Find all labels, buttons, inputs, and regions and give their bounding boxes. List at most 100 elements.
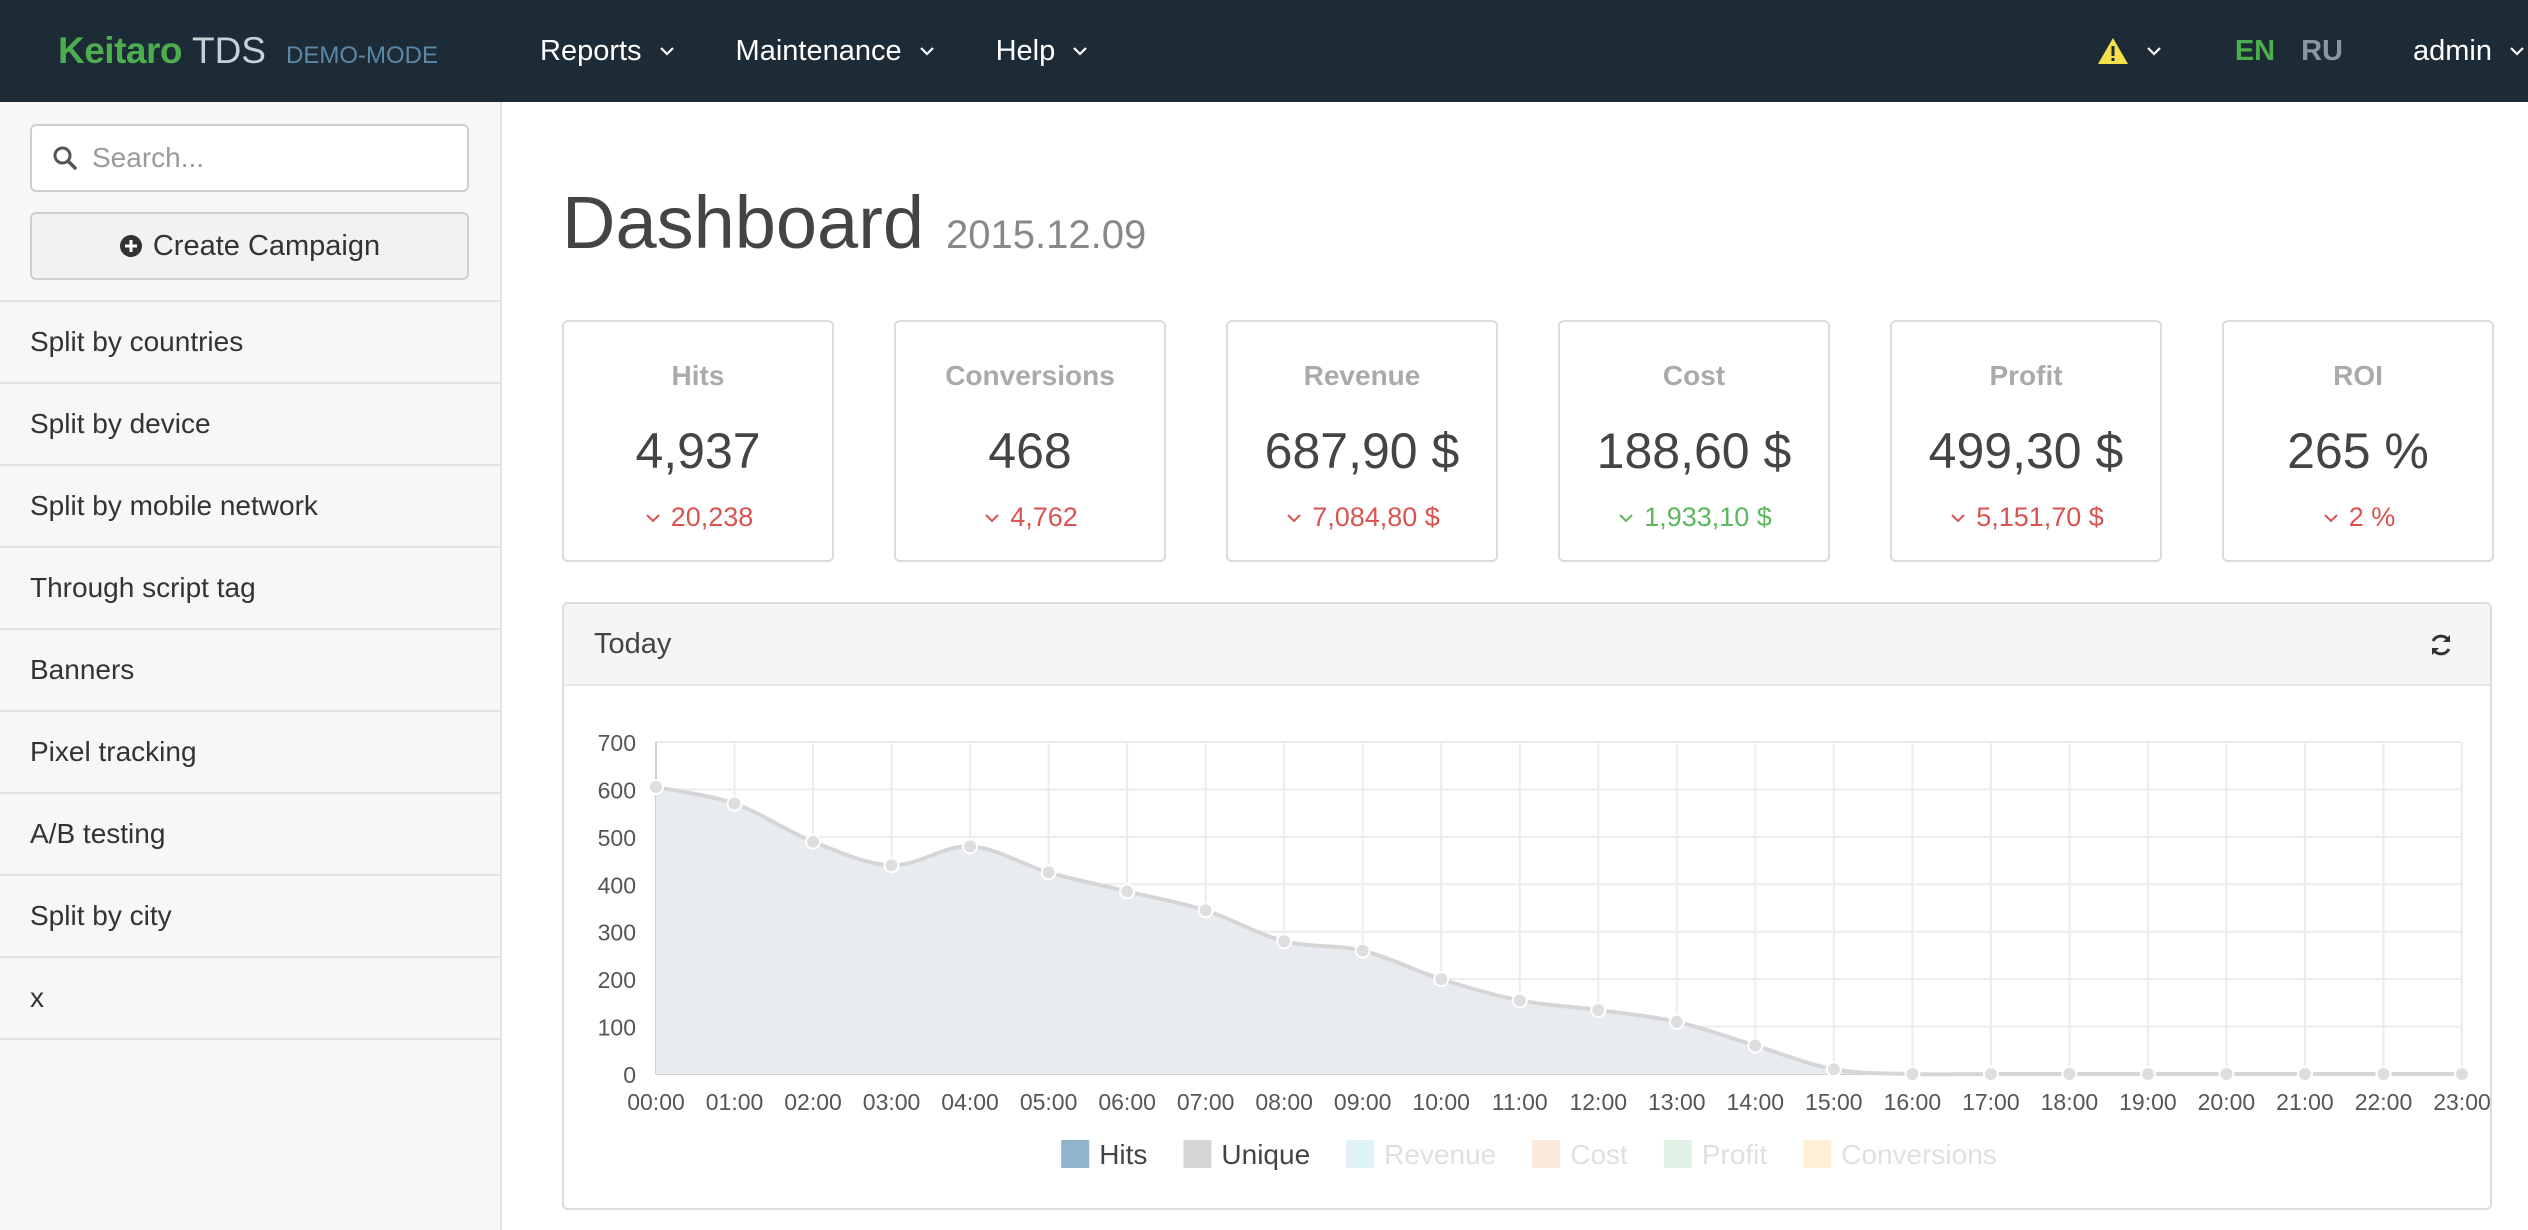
stat-delta-value: 1,933,10 $ xyxy=(1644,502,1772,532)
x-tick-label: 07:00 xyxy=(1177,1089,1235,1115)
data-point xyxy=(883,857,900,874)
warning-icon xyxy=(2097,38,2128,64)
menu-help[interactable]: Help xyxy=(996,35,1092,68)
chevron-down-icon xyxy=(1073,47,1088,56)
panel-title: Today xyxy=(594,627,672,660)
x-tick-label: 14:00 xyxy=(1727,1089,1785,1115)
x-tick-label: 01:00 xyxy=(706,1089,764,1115)
today-chart-panel: Today 0 100 200 300 400 500 600 700 00:00 01:00 02… xyxy=(562,602,2492,1210)
x-tick-label: 13:00 xyxy=(1648,1089,1706,1115)
search-box xyxy=(30,124,469,192)
panel-header: Today xyxy=(564,604,2490,686)
search-input[interactable] xyxy=(92,142,452,174)
warning-dropdown[interactable] xyxy=(2097,37,2165,65)
stat-delta-value: 5,151,70 $ xyxy=(1976,502,2104,532)
chart-area: 0 100 200 300 400 500 600 700 00:00 01:00 02:00 03:… xyxy=(564,688,2491,1208)
refresh-icon[interactable] xyxy=(2428,632,2454,658)
x-tick-label: 11:00 xyxy=(1492,1089,1548,1115)
y-tick-label: 200 xyxy=(598,967,636,993)
x-tick-label: 23:00 xyxy=(2433,1089,2491,1115)
stat-card-cost: Cost 188,60 $ 1,933,10 $ xyxy=(1558,320,1830,562)
y-tick-label: 400 xyxy=(598,872,636,898)
legend-swatch xyxy=(1061,1140,1090,1168)
x-tick-label: 03:00 xyxy=(863,1089,921,1115)
data-point xyxy=(1590,1001,1607,1018)
campaign-list: Split by countries Split by device Split… xyxy=(0,300,500,1040)
create-campaign-button[interactable]: Create Campaign xyxy=(30,212,469,280)
stat-value: 687,90 $ xyxy=(1264,423,1460,479)
stat-delta-value: 4,762 xyxy=(1010,502,1078,532)
y-tick-label: 500 xyxy=(598,825,636,851)
stats-cards: Hits 4,937 20,238 Conversions 468 4,762 … xyxy=(562,320,2494,562)
chevron-down-icon xyxy=(1619,513,1633,522)
data-point xyxy=(1982,1066,1999,1082)
x-tick-label: 12:00 xyxy=(1569,1089,1627,1115)
x-tick-label: 18:00 xyxy=(2041,1089,2099,1115)
y-tick-label: 0 xyxy=(623,1062,636,1088)
stat-value: 468 xyxy=(988,423,1072,479)
stat-delta: 1,933,10 $ xyxy=(1616,502,1772,533)
stat-delta: 4,762 xyxy=(982,502,1078,533)
chevron-down-icon xyxy=(919,47,934,56)
data-point xyxy=(1904,1066,1921,1082)
brand-logo[interactable]: Keitaro TDS DEMO-MODE xyxy=(58,30,438,72)
stat-value: 499,30 $ xyxy=(1928,423,2124,479)
page-header: Dashboard 2015.12.09 xyxy=(562,180,1146,265)
campaign-item[interactable]: Through script tag xyxy=(0,548,500,630)
menu-reports[interactable]: Reports xyxy=(540,35,678,68)
menu-reports-label: Reports xyxy=(540,34,642,67)
x-tick-label: 06:00 xyxy=(1098,1089,1156,1115)
x-tick-label: 17:00 xyxy=(1962,1089,2020,1115)
x-tick-label: 05:00 xyxy=(1020,1089,1078,1115)
series-area xyxy=(656,787,2462,1075)
legend-label: Revenue xyxy=(1384,1139,1496,1170)
x-tick-label: 02:00 xyxy=(784,1089,842,1115)
data-point xyxy=(1276,933,1293,950)
campaign-item[interactable]: Split by countries xyxy=(0,302,500,384)
campaign-item[interactable]: Split by mobile network xyxy=(0,466,500,548)
data-point xyxy=(1119,883,1136,900)
navbar-right: EN RU admin xyxy=(2097,0,2528,102)
x-tick-label: 21:00 xyxy=(2276,1089,2334,1115)
brand-product: TDS xyxy=(191,30,266,71)
brand-name: Keitaro xyxy=(58,30,182,71)
stat-label: Cost xyxy=(1662,360,1726,391)
plus-circle-icon xyxy=(119,235,142,257)
campaign-item[interactable]: Pixel tracking xyxy=(0,712,500,794)
stat-card-conversions: Conversions 468 4,762 xyxy=(894,320,1166,562)
chevron-down-icon xyxy=(2510,47,2524,56)
x-tick-label: 10:00 xyxy=(1412,1089,1470,1115)
language-ru[interactable]: RU xyxy=(2301,34,2343,67)
data-point xyxy=(2061,1066,2078,1082)
user-name: admin xyxy=(2413,34,2492,67)
legend-label: Cost xyxy=(1570,1139,1628,1170)
chevron-down-icon xyxy=(645,513,660,522)
legend-swatch xyxy=(1532,1140,1561,1168)
chevron-down-icon xyxy=(985,513,999,522)
chevron-down-icon xyxy=(1951,513,1965,522)
campaign-item[interactable]: Banners xyxy=(0,630,500,712)
legend-swatch xyxy=(1346,1140,1375,1168)
page-date: 2015.12.09 xyxy=(946,213,1147,257)
campaign-item[interactable]: Split by city xyxy=(0,876,500,958)
stat-card-hits: Hits 4,937 20,238 xyxy=(562,320,834,562)
x-tick-label: 00:00 xyxy=(627,1089,685,1115)
y-tick-label: 700 xyxy=(598,730,636,756)
language-en[interactable]: EN xyxy=(2234,34,2276,67)
data-point xyxy=(1668,1013,1685,1030)
campaign-item[interactable]: Split by device xyxy=(0,384,500,466)
data-point xyxy=(1197,902,1214,919)
x-tick-label: 19:00 xyxy=(2119,1089,2177,1115)
campaign-item[interactable]: x xyxy=(0,958,500,1040)
campaign-item[interactable]: A/B testing xyxy=(0,794,500,876)
stat-delta: 20,238 xyxy=(643,502,753,533)
user-menu[interactable]: admin xyxy=(2413,35,2528,68)
stat-delta-value: 7,084,80 $ xyxy=(1312,502,1440,532)
stat-card-profit: Profit 499,30 $ 5,151,70 $ xyxy=(1890,320,2162,562)
x-tick-label: 09:00 xyxy=(1334,1089,1392,1115)
menu-maintenance[interactable]: Maintenance xyxy=(736,35,938,68)
chevron-down-icon xyxy=(659,47,674,56)
chevron-down-icon xyxy=(2324,513,2338,522)
data-point xyxy=(726,795,743,812)
data-point xyxy=(1825,1061,1842,1078)
